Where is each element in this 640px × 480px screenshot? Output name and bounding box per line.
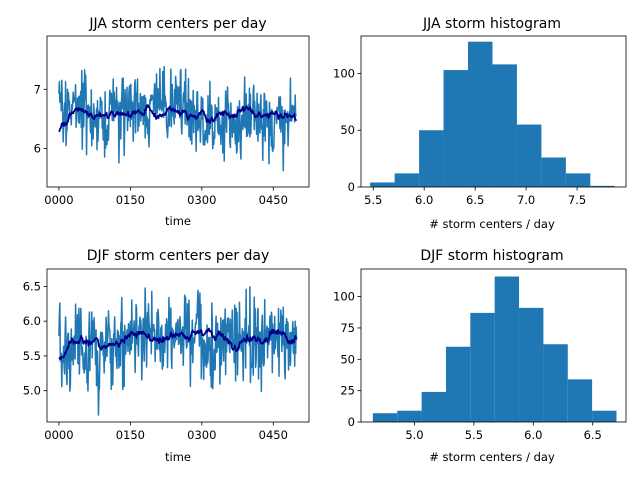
panel-djf-timeseries: DJF storm centers per day 0000 0150 0300 04… [23,248,310,464]
x-tick-label: 6.0 [415,193,433,207]
x-tick-label: 0450 [259,193,288,207]
y-tick-label: 5.0 [23,384,41,398]
x-axis-label: time [165,214,191,228]
histogram-bar [541,157,566,187]
y-tick-label: 0 [348,415,355,429]
y-tick-label: 6 [34,142,41,156]
x-tick-label: 5.0 [405,428,423,442]
plot-frame [360,35,627,188]
chart-title: DJF storm centers per day [87,248,270,264]
histogram-bar [468,41,493,188]
histogram-bar [565,173,591,187]
y-tick-label: 75 [340,321,355,335]
x-tick-label: 7.5 [568,193,586,207]
y-tick-label: 100 [333,290,355,304]
histogram-bar [370,182,395,187]
x-tick-label: 7.0 [517,193,535,207]
x-tick-label: 5.5 [465,428,483,442]
y-tick-label: 5.5 [23,349,41,363]
histogram-bar [470,312,495,422]
x-tick-label: 6.5 [466,193,484,207]
x-tick-label: 0150 [116,428,145,442]
x-axis-label: # storm centers / day [429,217,555,231]
series-line-raw [58,65,297,172]
histogram-bar [516,124,542,187]
plot-frame [360,268,627,423]
x-tick-label: 0450 [259,428,288,442]
plot-frame [46,268,310,423]
panel-djf-histogram: DJF storm histogram 5.0 5.5 6.0 6.5 0 25 50 75 1… [333,248,627,464]
x-tick-label: 0300 [187,428,216,442]
histogram-bar [543,344,568,422]
histogram-bar [421,391,446,422]
histogram-bar [492,64,517,187]
histogram-bar [372,413,398,422]
x-axis-label: time [165,450,191,464]
panel-jja-histogram: JJA storm histogram 5.5 6.0 6.5 7.0 7.5 0 50 10… [333,16,627,231]
x-tick-label: 0150 [116,193,145,207]
chart-title: JJA storm centers per day [88,16,266,32]
x-tick-label: 0300 [187,193,216,207]
x-tick-label: 0000 [44,193,73,207]
y-tick-label: 50 [340,352,355,366]
y-tick-label: 0 [348,180,355,194]
histogram-bar [443,70,469,187]
series-line-raw [58,286,298,416]
y-tick-label: 7 [34,82,41,96]
histogram-bar [519,307,544,422]
histogram-bar [567,379,593,422]
histogram-bar [397,410,422,422]
y-tick-label: 6.0 [23,314,41,328]
x-tick-label: 6.0 [524,428,542,442]
histogram-bar [419,130,444,187]
series-line-smoothed [58,327,298,360]
panel-jja-timeseries: JJA storm centers per day 0000 0150 0300 04… [34,16,310,228]
histogram-bar [592,410,617,422]
x-tick-label: 6.5 [584,428,602,442]
series-line-smoothed [58,104,298,133]
x-tick-label: 0000 [44,428,73,442]
y-tick-label: 25 [340,384,355,398]
y-tick-label: 100 [333,66,355,80]
histogram-bar [494,276,520,422]
chart-title: JJA storm histogram [422,16,561,32]
histogram-bar [445,346,471,422]
y-tick-label: 50 [340,123,355,137]
histogram-bar [590,185,615,187]
y-tick-label: 6.5 [23,279,41,293]
x-tick-label: 5.5 [364,193,382,207]
chart-title: DJF storm histogram [420,248,563,264]
plot-frame [46,35,310,188]
x-axis-label: # storm centers / day [429,450,555,464]
histogram-bar [394,173,420,187]
